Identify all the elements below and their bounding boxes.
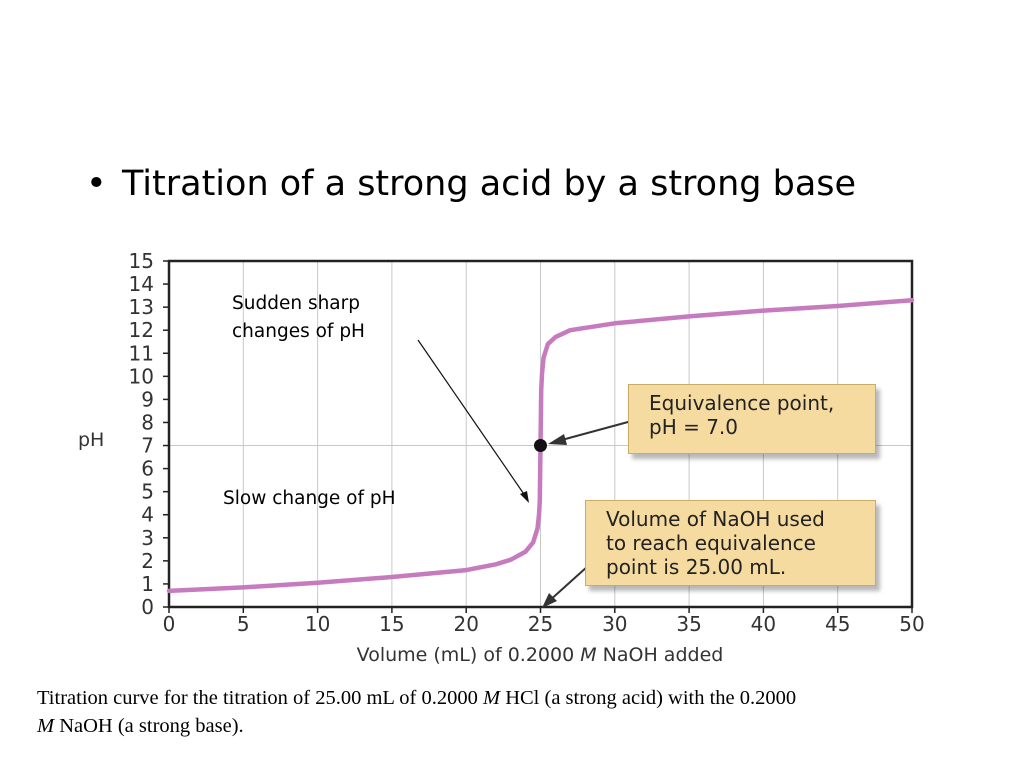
x-tick-label: 50	[899, 612, 924, 636]
volume-callout-line-3: point is 25.00 mL.	[606, 555, 787, 579]
sharp-change-arrowhead	[520, 491, 529, 503]
y-tick-label: 12	[129, 318, 154, 342]
eq-callout-arrowhead	[548, 434, 567, 445]
eq-callout-arrow	[557, 421, 629, 442]
x-tick-label: 40	[751, 612, 776, 636]
y-axis-label: pH	[78, 429, 104, 451]
eq-callout-line-1: Equivalence point,	[649, 391, 835, 415]
y-tick-label: 2	[141, 549, 154, 573]
tick-marks	[163, 260, 913, 613]
y-tick-label: 8	[141, 410, 154, 434]
x-tick-label: 35	[676, 612, 701, 636]
slow-change-annotation: Slow change of pH	[223, 488, 396, 509]
x-tick-label: 5	[237, 612, 250, 636]
volume-callout-arrow	[547, 565, 589, 603]
volume-callout-arrowhead	[542, 593, 557, 608]
bullet-icon: •	[86, 164, 107, 204]
sharp-change-arrow	[417, 339, 529, 501]
y-tick-label: 7	[141, 434, 154, 458]
eq-callout-line-2: pH = 7.0	[649, 415, 739, 439]
slide-title-text: Titration of a strong acid by a strong b…	[122, 164, 857, 204]
y-tick-label: 6	[141, 457, 154, 481]
titration-curve	[166, 297, 915, 594]
y-tick-label: 13	[129, 295, 154, 319]
x-tick-labels: 0 5 10 15 20 25 30 35 40 45 50	[163, 612, 925, 636]
y-tick-label: 1	[141, 572, 154, 596]
x-tick-label: 0	[163, 612, 176, 636]
slide-title: • Titration of a strong acid by a strong …	[86, 164, 856, 204]
y-tick-label: 5	[141, 480, 154, 504]
volume-callout-line-2: to reach equivalence	[606, 531, 816, 555]
y-tick-label: 3	[141, 526, 154, 550]
x-tick-label: 20	[453, 612, 478, 636]
x-tick-label: 15	[379, 612, 404, 636]
sharp-change-line-1: Sudden sharp	[232, 293, 360, 314]
x-tick-label: 30	[602, 612, 627, 636]
sharp-change-line-2: changes of pH	[232, 321, 365, 342]
y-tick-label: 15	[129, 249, 154, 273]
sharp-change-annotation: Sudden sharp changes of pH	[232, 290, 365, 346]
x-tick-label: 25	[528, 612, 553, 636]
figure-caption: Titration curve for the titration of 25.…	[37, 687, 797, 737]
y-tick-label: 0	[141, 595, 154, 619]
volume-callout-line-1: Volume of NaOH used	[606, 507, 825, 531]
volume-callout: Volume of NaOH used to reach equivalence…	[585, 500, 876, 586]
x-tick-label: 45	[825, 612, 850, 636]
x-tick-label: 10	[305, 612, 330, 636]
y-tick-label: 14	[129, 272, 154, 296]
y-tick-label: 4	[141, 503, 154, 527]
equivalence-point-callout: Equivalence point, pH = 7.0	[628, 384, 876, 454]
x-axis-label: Volume (mL) of 0.2000 M NaOH added	[357, 644, 724, 666]
y-tick-label: 9	[141, 387, 154, 411]
y-tick-label: 11	[129, 341, 154, 365]
equivalence-point-marker	[534, 439, 547, 453]
y-tick-label: 10	[129, 364, 154, 388]
